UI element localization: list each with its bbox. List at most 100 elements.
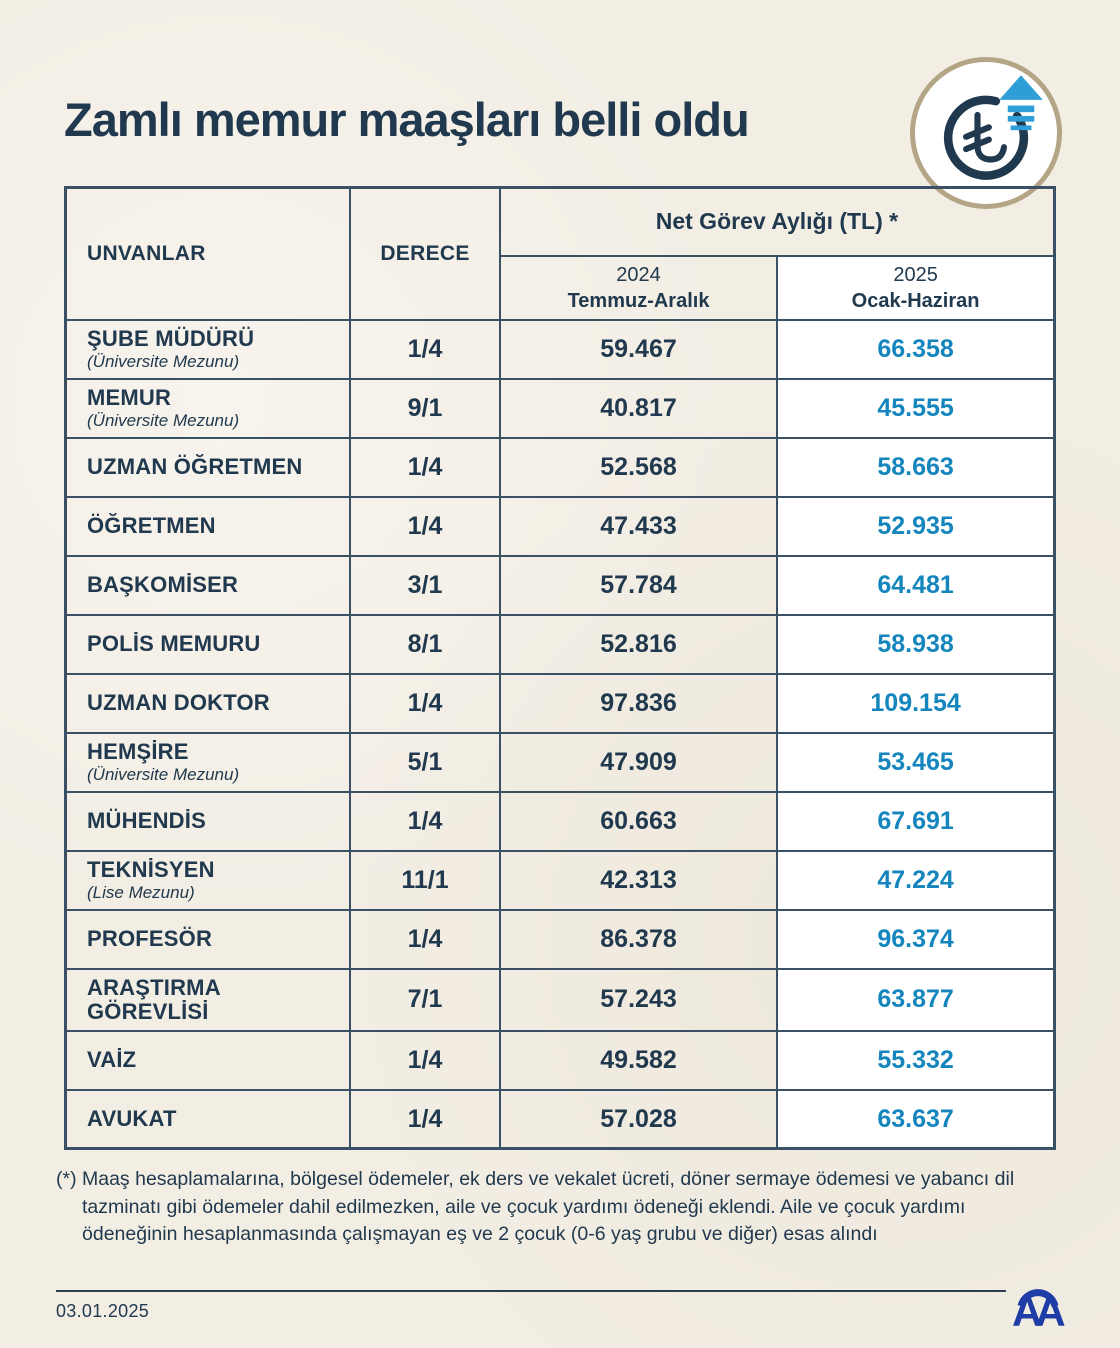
job-title: UZMAN DOKTOR (87, 689, 270, 715)
job-subtitle: (Üniversite Mezunu) (87, 410, 240, 430)
period-2024-label: Temmuz-Aralık (567, 289, 710, 312)
salary-2025-cell: 67.691 (776, 790, 1056, 852)
job-subtitle: (Üniversite Mezunu) (87, 351, 240, 371)
salary-2024-cell: 97.836 (498, 672, 779, 734)
salary-2024-cell: 57.784 (498, 554, 779, 616)
salary-2024-cell: 57.243 (498, 967, 779, 1032)
degree-cell: 11/1 (349, 849, 501, 911)
salary-2024-cell: 52.568 (498, 436, 779, 498)
job-title: PROFESÖR (87, 925, 213, 951)
table-row: MÜHENDİS 1/4 60.663 67.691 (64, 790, 1056, 852)
degree-cell: 1/4 (349, 908, 501, 970)
salary-2025-cell: 63.637 (776, 1088, 1056, 1150)
job-title-cell: ARAŞTIRMA GÖREVLİSİ (64, 967, 352, 1032)
salary-2025-cell: 109.154 (776, 672, 1056, 734)
salary-2025-cell: 47.224 (776, 849, 1056, 911)
table-row: BAŞKOMİSER 3/1 57.784 64.481 (64, 554, 1056, 616)
degree-cell: 8/1 (349, 613, 501, 675)
lira-symbol (963, 111, 1008, 163)
job-subtitle: (Üniversite Mezunu) (87, 764, 240, 784)
publication-date: 03.01.2025 (56, 1301, 150, 1321)
job-title: ARAŞTIRMA GÖREVLİSİ (87, 974, 220, 1024)
job-title-cell: UZMAN ÖĞRETMEN (64, 436, 352, 498)
salary-2025-cell: 55.332 (776, 1029, 1056, 1091)
salary-table: UNVANLAR DERECE Net Görev Aylığı (TL) * … (64, 186, 1056, 1151)
salary-2025-cell: 58.938 (776, 613, 1056, 675)
degree-cell: 7/1 (349, 967, 501, 1032)
lira-increase-icon (910, 57, 1062, 209)
table-row: TEKNİSYEN (Lise Mezunu) 11/1 42.313 47.2… (64, 849, 1056, 911)
salary-2024-cell: 42.313 (498, 849, 779, 911)
salary-2024-cell: 52.816 (498, 613, 779, 675)
footnote: (*) Maaş hesaplamalarına, bölgesel ödeme… (56, 1168, 1015, 1246)
up-arrow-icon (999, 75, 1043, 131)
salary-2024-cell: 47.909 (498, 731, 779, 793)
table-row: ŞUBE MÜDÜRÜ (Üniversite Mezunu) 1/4 59.4… (64, 318, 1056, 380)
salary-2024-cell: 40.817 (498, 377, 779, 439)
job-title-cell: UZMAN DOKTOR (64, 672, 352, 734)
lira-coin-graphic (943, 75, 1043, 180)
table-row: PROFESÖR 1/4 86.378 96.374 (64, 908, 1056, 970)
job-title-cell: VAİZ (64, 1029, 352, 1091)
salary-2025-cell: 45.555 (776, 377, 1056, 439)
footer-divider (56, 1290, 1006, 1292)
job-title: MEMUR (87, 384, 172, 410)
job-title-cell: TEKNİSYEN (Lise Mezunu) (64, 849, 352, 911)
job-title: HEMŞİRE (87, 738, 189, 764)
job-title: ŞUBE MÜDÜRÜ (87, 325, 255, 351)
table-row: UZMAN ÖĞRETMEN 1/4 52.568 58.663 (64, 436, 1056, 498)
job-subtitle: (Lise Mezunu) (87, 882, 195, 902)
salary-2025-cell: 66.358 (776, 318, 1056, 380)
salary-2025-cell: 63.877 (776, 967, 1056, 1032)
job-title-cell: HEMŞİRE (Üniversite Mezunu) (64, 731, 352, 793)
job-title: BAŞKOMİSER (87, 571, 239, 597)
degree-cell: 1/4 (349, 1088, 501, 1150)
table-row: MEMUR (Üniversite Mezunu) 9/1 40.817 45.… (64, 377, 1056, 439)
coin-arc (943, 95, 1029, 180)
job-title-cell: BAŞKOMİSER (64, 554, 352, 616)
job-title: POLİS MEMURU (87, 630, 261, 656)
salary-2025-cell: 64.481 (776, 554, 1056, 616)
aa-agency-logo: AA (1012, 1288, 1068, 1330)
table-row: HEMŞİRE (Üniversite Mezunu) 5/1 47.909 5… (64, 731, 1056, 793)
table-row: VAİZ 1/4 49.582 55.332 (64, 1029, 1056, 1091)
table-row: UZMAN DOKTOR 1/4 97.836 109.154 (64, 672, 1056, 734)
job-title: UZMAN ÖĞRETMEN (87, 453, 303, 479)
degree-cell: 5/1 (349, 731, 501, 793)
job-title: ÖĞRETMEN (87, 512, 216, 538)
degree-cell: 1/4 (349, 1029, 501, 1091)
job-title-cell: POLİS MEMURU (64, 613, 352, 675)
job-title-cell: MÜHENDİS (64, 790, 352, 852)
salary-2024-cell: 47.433 (498, 495, 779, 557)
job-title-cell: ŞUBE MÜDÜRÜ (Üniversite Mezunu) (64, 318, 352, 380)
degree-cell: 1/4 (349, 672, 501, 734)
year-2024-label: 2024 (616, 263, 661, 286)
column-header-2025: 2025 Ocak-Haziran (776, 254, 1056, 321)
page-title: Zamlı memur maaşları belli oldu (64, 93, 750, 146)
salary-2024-cell: 86.378 (498, 908, 779, 970)
column-header-unvanlar: UNVANLAR (64, 186, 352, 321)
column-header-2024: 2024 Temmuz-Aralık (498, 254, 779, 321)
degree-cell: 3/1 (349, 554, 501, 616)
job-title: MÜHENDİS (87, 807, 206, 833)
salary-2025-cell: 52.935 (776, 495, 1056, 557)
column-header-derece: DERECE (349, 186, 501, 321)
table-row: POLİS MEMURU 8/1 52.816 58.938 (64, 613, 1056, 675)
table-row: ÖĞRETMEN 1/4 47.433 52.935 (64, 495, 1056, 557)
job-title-cell: MEMUR (Üniversite Mezunu) (64, 377, 352, 439)
table-row: AVUKAT 1/4 57.028 63.637 (64, 1088, 1056, 1150)
degree-cell: 1/4 (349, 436, 501, 498)
job-title: AVUKAT (87, 1106, 177, 1132)
table-body: ŞUBE MÜDÜRÜ (Üniversite Mezunu) 1/4 59.4… (64, 318, 1056, 1150)
degree-cell: 1/4 (349, 790, 501, 852)
period-2025-label: Ocak-Haziran (851, 289, 980, 312)
degree-cell: 1/4 (349, 318, 501, 380)
column-header-net-gorev-ayligi: Net Görev Aylığı (TL) * (498, 186, 1056, 257)
salary-2024-cell: 57.028 (498, 1088, 779, 1150)
salary-2024-cell: 59.467 (498, 318, 779, 380)
job-title-cell: ÖĞRETMEN (64, 495, 352, 557)
job-title: TEKNİSYEN (87, 856, 215, 882)
salary-2025-cell: 96.374 (776, 908, 1056, 970)
salary-2024-cell: 60.663 (498, 790, 779, 852)
